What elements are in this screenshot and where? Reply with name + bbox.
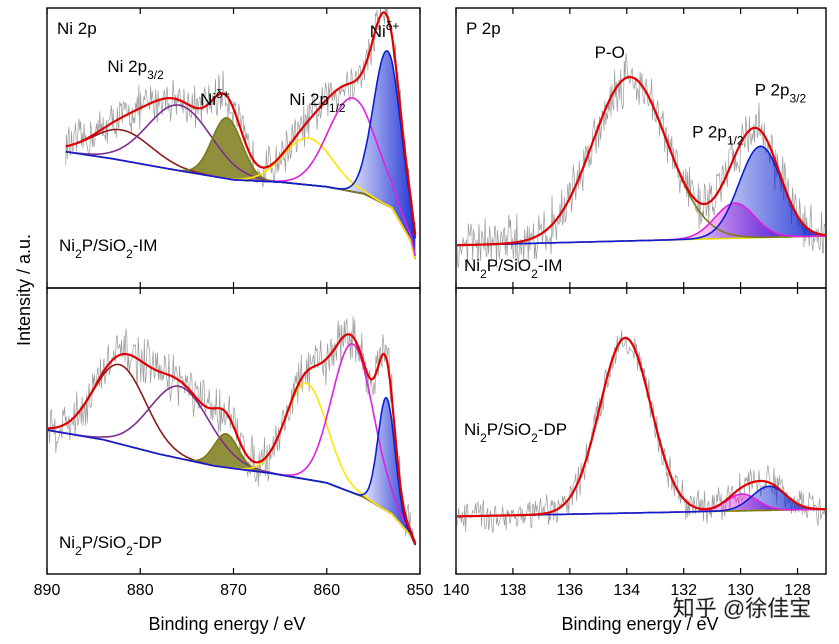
panel-title: P 2p <box>466 19 501 38</box>
sample-label-part: 2 <box>531 267 538 281</box>
annotation-subscript: 1/2 <box>727 134 744 148</box>
x-tick-label: 860 <box>313 582 340 599</box>
peak-annotation: Ni 2p3/2 <box>107 57 164 82</box>
component-line <box>48 396 417 546</box>
component-line <box>457 145 825 247</box>
peak-annotation: Niδ+ <box>200 87 230 109</box>
raw-spectrum <box>457 52 825 271</box>
sample-label-part: 2 <box>531 431 538 445</box>
sample-label-part: P/SiO <box>487 256 531 275</box>
annotation-text: Ni 2p <box>289 90 329 109</box>
annotation-superscript: δ+ <box>386 19 400 33</box>
sample-label: Ni2P/SiO2-IM <box>59 236 157 261</box>
annotation-text: P-O <box>595 43 625 62</box>
annotation-subscript: 3/2 <box>789 92 806 106</box>
x-axis-label-left: Binding energy / eV <box>148 614 305 634</box>
x-tick-label: 134 <box>613 582 640 599</box>
annotation-text: Ni 2p <box>107 57 147 76</box>
sample-label-part: Ni <box>59 236 75 255</box>
raw-spectrum <box>65 9 416 234</box>
envelope-line <box>65 11 417 236</box>
peak-annotation: Niδ+ <box>370 19 400 41</box>
annotation-text: Ni <box>200 90 216 109</box>
y-axis-label: Intensity / a.u. <box>14 234 34 346</box>
sample-label-part: 2 <box>75 544 82 558</box>
x-tick-label: 140 <box>443 582 470 599</box>
annotation-text: P 2p <box>692 123 727 142</box>
component-line <box>65 50 417 239</box>
sample-label: Ni2P/SiO2-IM <box>464 256 562 281</box>
x-tick-label: 850 <box>407 582 434 599</box>
panel-ni-dp: Ni2P/SiO2-DP <box>48 315 417 558</box>
peak-annotation: P 2p1/2 <box>692 123 744 148</box>
peak-annotation: P 2p3/2 <box>755 81 807 106</box>
annotation-subscript: 3/2 <box>147 68 164 82</box>
panel-title: Ni 2p <box>57 19 97 38</box>
sample-label-part: P/SiO <box>82 236 126 255</box>
envelope-line <box>48 333 417 544</box>
peak-annotation: Ni 2p1/2 <box>289 90 346 115</box>
sample-label: Ni2P/SiO2-DP <box>59 533 162 558</box>
x-tick-label: 136 <box>556 582 583 599</box>
sample-label-part: 2 <box>75 247 82 261</box>
x-tick-label: 890 <box>34 582 61 599</box>
sample-label-part: Ni <box>59 533 75 552</box>
watermark: 知乎 @徐佳宝 <box>673 596 811 621</box>
sample-label-part: -DP <box>538 420 567 439</box>
envelope-line <box>457 76 825 247</box>
annotation-text: P 2p <box>755 81 790 100</box>
panel-frame <box>46 287 421 575</box>
x-tick-label: 138 <box>500 582 527 599</box>
x-tick-label: 132 <box>670 582 697 599</box>
sample-label-part: P/SiO <box>82 533 126 552</box>
x-tick-label: 128 <box>784 582 811 599</box>
envelope-line <box>457 336 825 518</box>
sample-label: Ni2P/SiO2-DP <box>464 420 567 445</box>
x-tick-label: 870 <box>220 582 247 599</box>
sample-label-part: P/SiO <box>487 420 531 439</box>
sample-label-part: 2 <box>126 544 133 558</box>
sample-label-part: -DP <box>133 533 162 552</box>
sample-label-part: -IM <box>538 256 563 275</box>
x-axis-label-right: Binding energy / eV <box>561 614 718 634</box>
x-tick-label: 130 <box>727 582 754 599</box>
annotation-subscript: 1/2 <box>329 101 346 115</box>
peak-annotation: P-O <box>595 43 625 62</box>
component-fill <box>717 486 821 512</box>
annotation-text: Ni <box>370 22 386 41</box>
sample-label-part: 2 <box>126 247 133 261</box>
sample-label-part: Ni <box>464 256 480 275</box>
sample-label-part: Ni <box>464 420 480 439</box>
annotation-superscript: δ+ <box>216 87 230 101</box>
panel-p-dp: Ni2P/SiO2-DP <box>457 330 825 533</box>
sample-label-part: -IM <box>133 236 158 255</box>
component-fill <box>696 146 825 240</box>
sample-label-part: 2 <box>480 431 487 445</box>
sample-label-part: 2 <box>480 267 487 281</box>
panel-frame <box>455 287 827 575</box>
component-fill <box>182 117 273 182</box>
x-tick-label: 880 <box>127 582 154 599</box>
